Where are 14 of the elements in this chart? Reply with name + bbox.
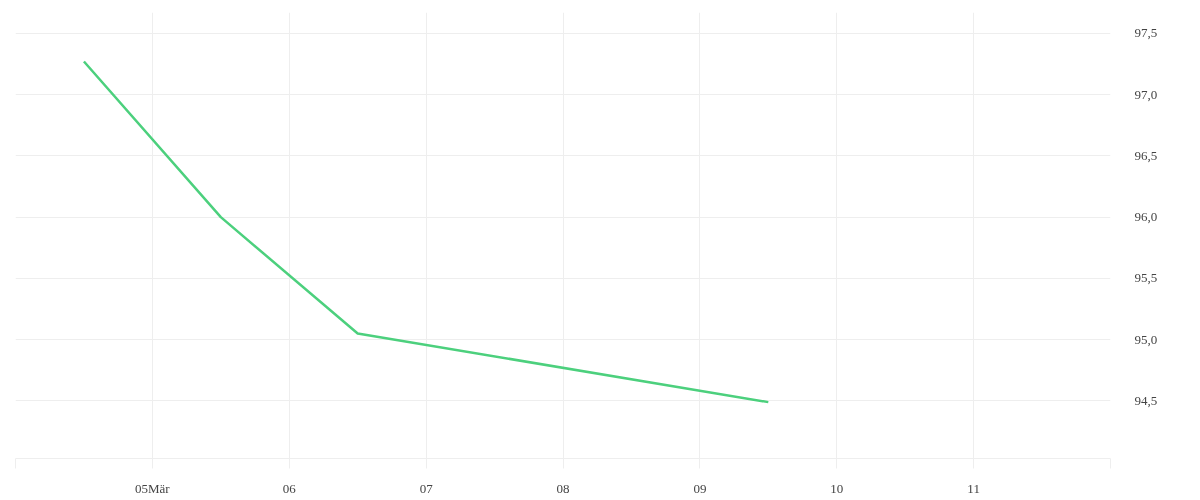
y-tick-label: 96,0: [1134, 209, 1158, 225]
x-tick-label: 06: [282, 480, 297, 496]
x-tick-label: 09: [693, 480, 707, 496]
y-tick-label: 94,5: [1134, 392, 1158, 408]
x-tick-label: 10: [830, 480, 844, 496]
x-tick-label: 08: [556, 480, 570, 496]
y-tick-label: 95,0: [1134, 331, 1158, 347]
y-tick-label: 95,5: [1134, 270, 1158, 286]
y-tick-label: 97,5: [1134, 25, 1158, 41]
x-tick-label: 05Mär: [135, 480, 171, 496]
x-tick-label: 07: [419, 480, 434, 496]
x-tick-label: 11: [967, 480, 980, 496]
y-tick-label: 96,5: [1134, 147, 1158, 163]
y-tick-label: 97,0: [1134, 86, 1158, 102]
